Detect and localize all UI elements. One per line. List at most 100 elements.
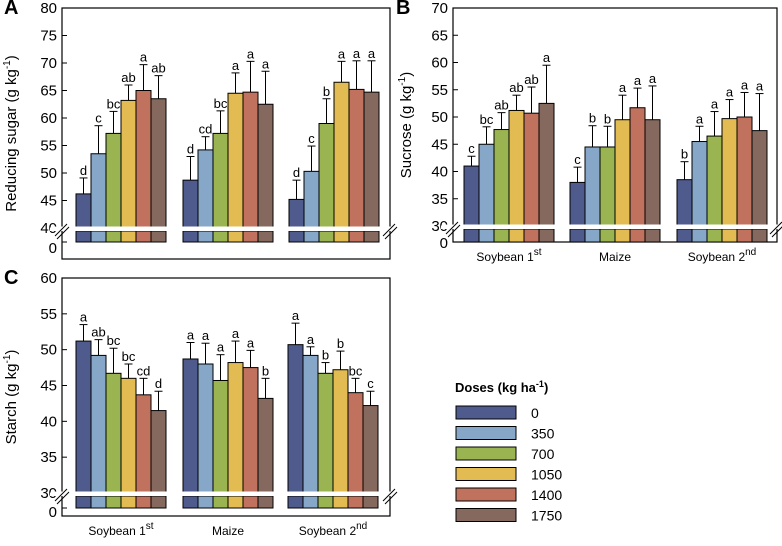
bar-stub	[629, 228, 646, 243]
bar-stub	[105, 230, 122, 243]
significance-letter: bc	[214, 96, 228, 111]
bar-stub	[227, 230, 244, 243]
significance-letter: bc	[107, 96, 121, 111]
y-axis-label-main: Sucrose (g kg	[398, 86, 415, 179]
y-tick-label: 75	[40, 28, 57, 45]
y-axis-label-sup: -1	[2, 354, 13, 363]
y-tick-label: 40	[40, 220, 57, 237]
bar-stub	[706, 228, 723, 243]
bar	[706, 135, 723, 227]
panel-letter-B: B	[396, 0, 410, 19]
y-tick-label: 50	[431, 109, 448, 126]
legend: Doses (kg ha-1) 0 350 700 1050 1400 1750	[455, 379, 562, 524]
y-tick-label-zero: 0	[49, 240, 57, 257]
bar	[242, 91, 259, 229]
bar	[333, 81, 350, 229]
legend-label: 1400	[531, 487, 562, 503]
bar-stub	[614, 228, 631, 243]
significance-letter: bc	[122, 349, 136, 364]
bar	[257, 103, 274, 229]
significance-letter: a	[649, 71, 657, 86]
bar-stub	[287, 495, 304, 509]
significance-letter: a	[696, 111, 704, 126]
bar-stub	[508, 228, 525, 243]
category-label-main: Soybean 2	[688, 250, 746, 264]
bar	[197, 363, 214, 494]
bar	[751, 130, 768, 227]
axis-break-slash	[54, 223, 68, 237]
significance-letter: a	[338, 46, 346, 61]
bar	[212, 379, 229, 494]
category-label: Maize	[212, 524, 244, 538]
significance-letter: a	[711, 97, 719, 112]
bar	[362, 405, 379, 494]
bar-stub	[150, 230, 167, 243]
y-tick-label: 55	[40, 138, 57, 155]
legend-swatch	[455, 405, 517, 420]
y-axis-label-sup: -1	[2, 60, 13, 69]
significance-letter: c	[95, 111, 102, 126]
y-tick-label: 50	[40, 165, 57, 182]
bar-stub	[523, 228, 540, 243]
bar	[569, 181, 586, 227]
bar-stub	[463, 228, 480, 243]
bar	[318, 123, 335, 229]
y-tick-label: 45	[431, 136, 448, 153]
bar-stub	[75, 495, 92, 509]
category-label: Maize	[599, 250, 631, 264]
significance-letter: a	[262, 56, 270, 71]
bar	[150, 98, 167, 229]
bar-stub	[90, 495, 107, 509]
bar	[105, 372, 122, 494]
panel-letter-C: C	[4, 267, 18, 289]
bar-stub	[197, 495, 214, 509]
bar	[599, 146, 616, 227]
bar-stub	[317, 495, 334, 509]
y-axis-label-post: )	[3, 55, 20, 60]
y-tick-label: 35	[431, 191, 448, 208]
bar-stub	[332, 495, 349, 509]
axis-break-slash	[384, 226, 398, 240]
y-tick-label: 60	[431, 55, 448, 72]
significance-letter: b	[322, 348, 329, 363]
bar	[288, 198, 305, 229]
significance-letter: a	[368, 46, 376, 61]
bar	[347, 392, 364, 494]
significance-letter: a	[247, 46, 255, 61]
significance-letter: bc	[349, 363, 363, 378]
bar-stub	[120, 495, 137, 509]
bar	[120, 377, 137, 494]
bar	[303, 170, 320, 229]
significance-letter: a	[80, 310, 88, 325]
y-axis-label-sup: -1	[397, 76, 408, 85]
bar-stub	[197, 230, 214, 243]
legend-label: 350	[531, 426, 555, 442]
bar-stub	[212, 495, 229, 509]
significance-letter: d	[187, 142, 194, 157]
bar-stub	[288, 230, 305, 243]
significance-letter: c	[308, 131, 315, 146]
significance-letter: d	[155, 376, 162, 391]
bar-stub	[90, 230, 107, 243]
significance-letter: a	[232, 58, 240, 73]
legend-label: 1750	[531, 508, 562, 524]
y-tick-label: 30	[40, 485, 57, 502]
panel-letter-A: A	[4, 0, 18, 19]
y-axis-label-main: Reducing sugar (g kg	[3, 69, 20, 212]
axis-break-gap	[441, 225, 782, 229]
bar-stub	[182, 495, 199, 509]
legend-swatch	[455, 487, 517, 502]
y-tick-label: 60	[40, 270, 57, 287]
legend-swatch	[455, 446, 517, 461]
bar	[257, 397, 274, 494]
significance-letter: a	[140, 50, 148, 65]
y-tick-label: 40	[40, 413, 57, 430]
bar	[523, 112, 540, 227]
significance-letter: a	[217, 340, 225, 355]
significance-letter: b	[262, 363, 269, 378]
y-tick-label: 40	[431, 164, 448, 181]
bar	[644, 119, 661, 227]
category-label: Soybean 1st	[476, 247, 541, 264]
significance-letter: c	[367, 376, 374, 391]
